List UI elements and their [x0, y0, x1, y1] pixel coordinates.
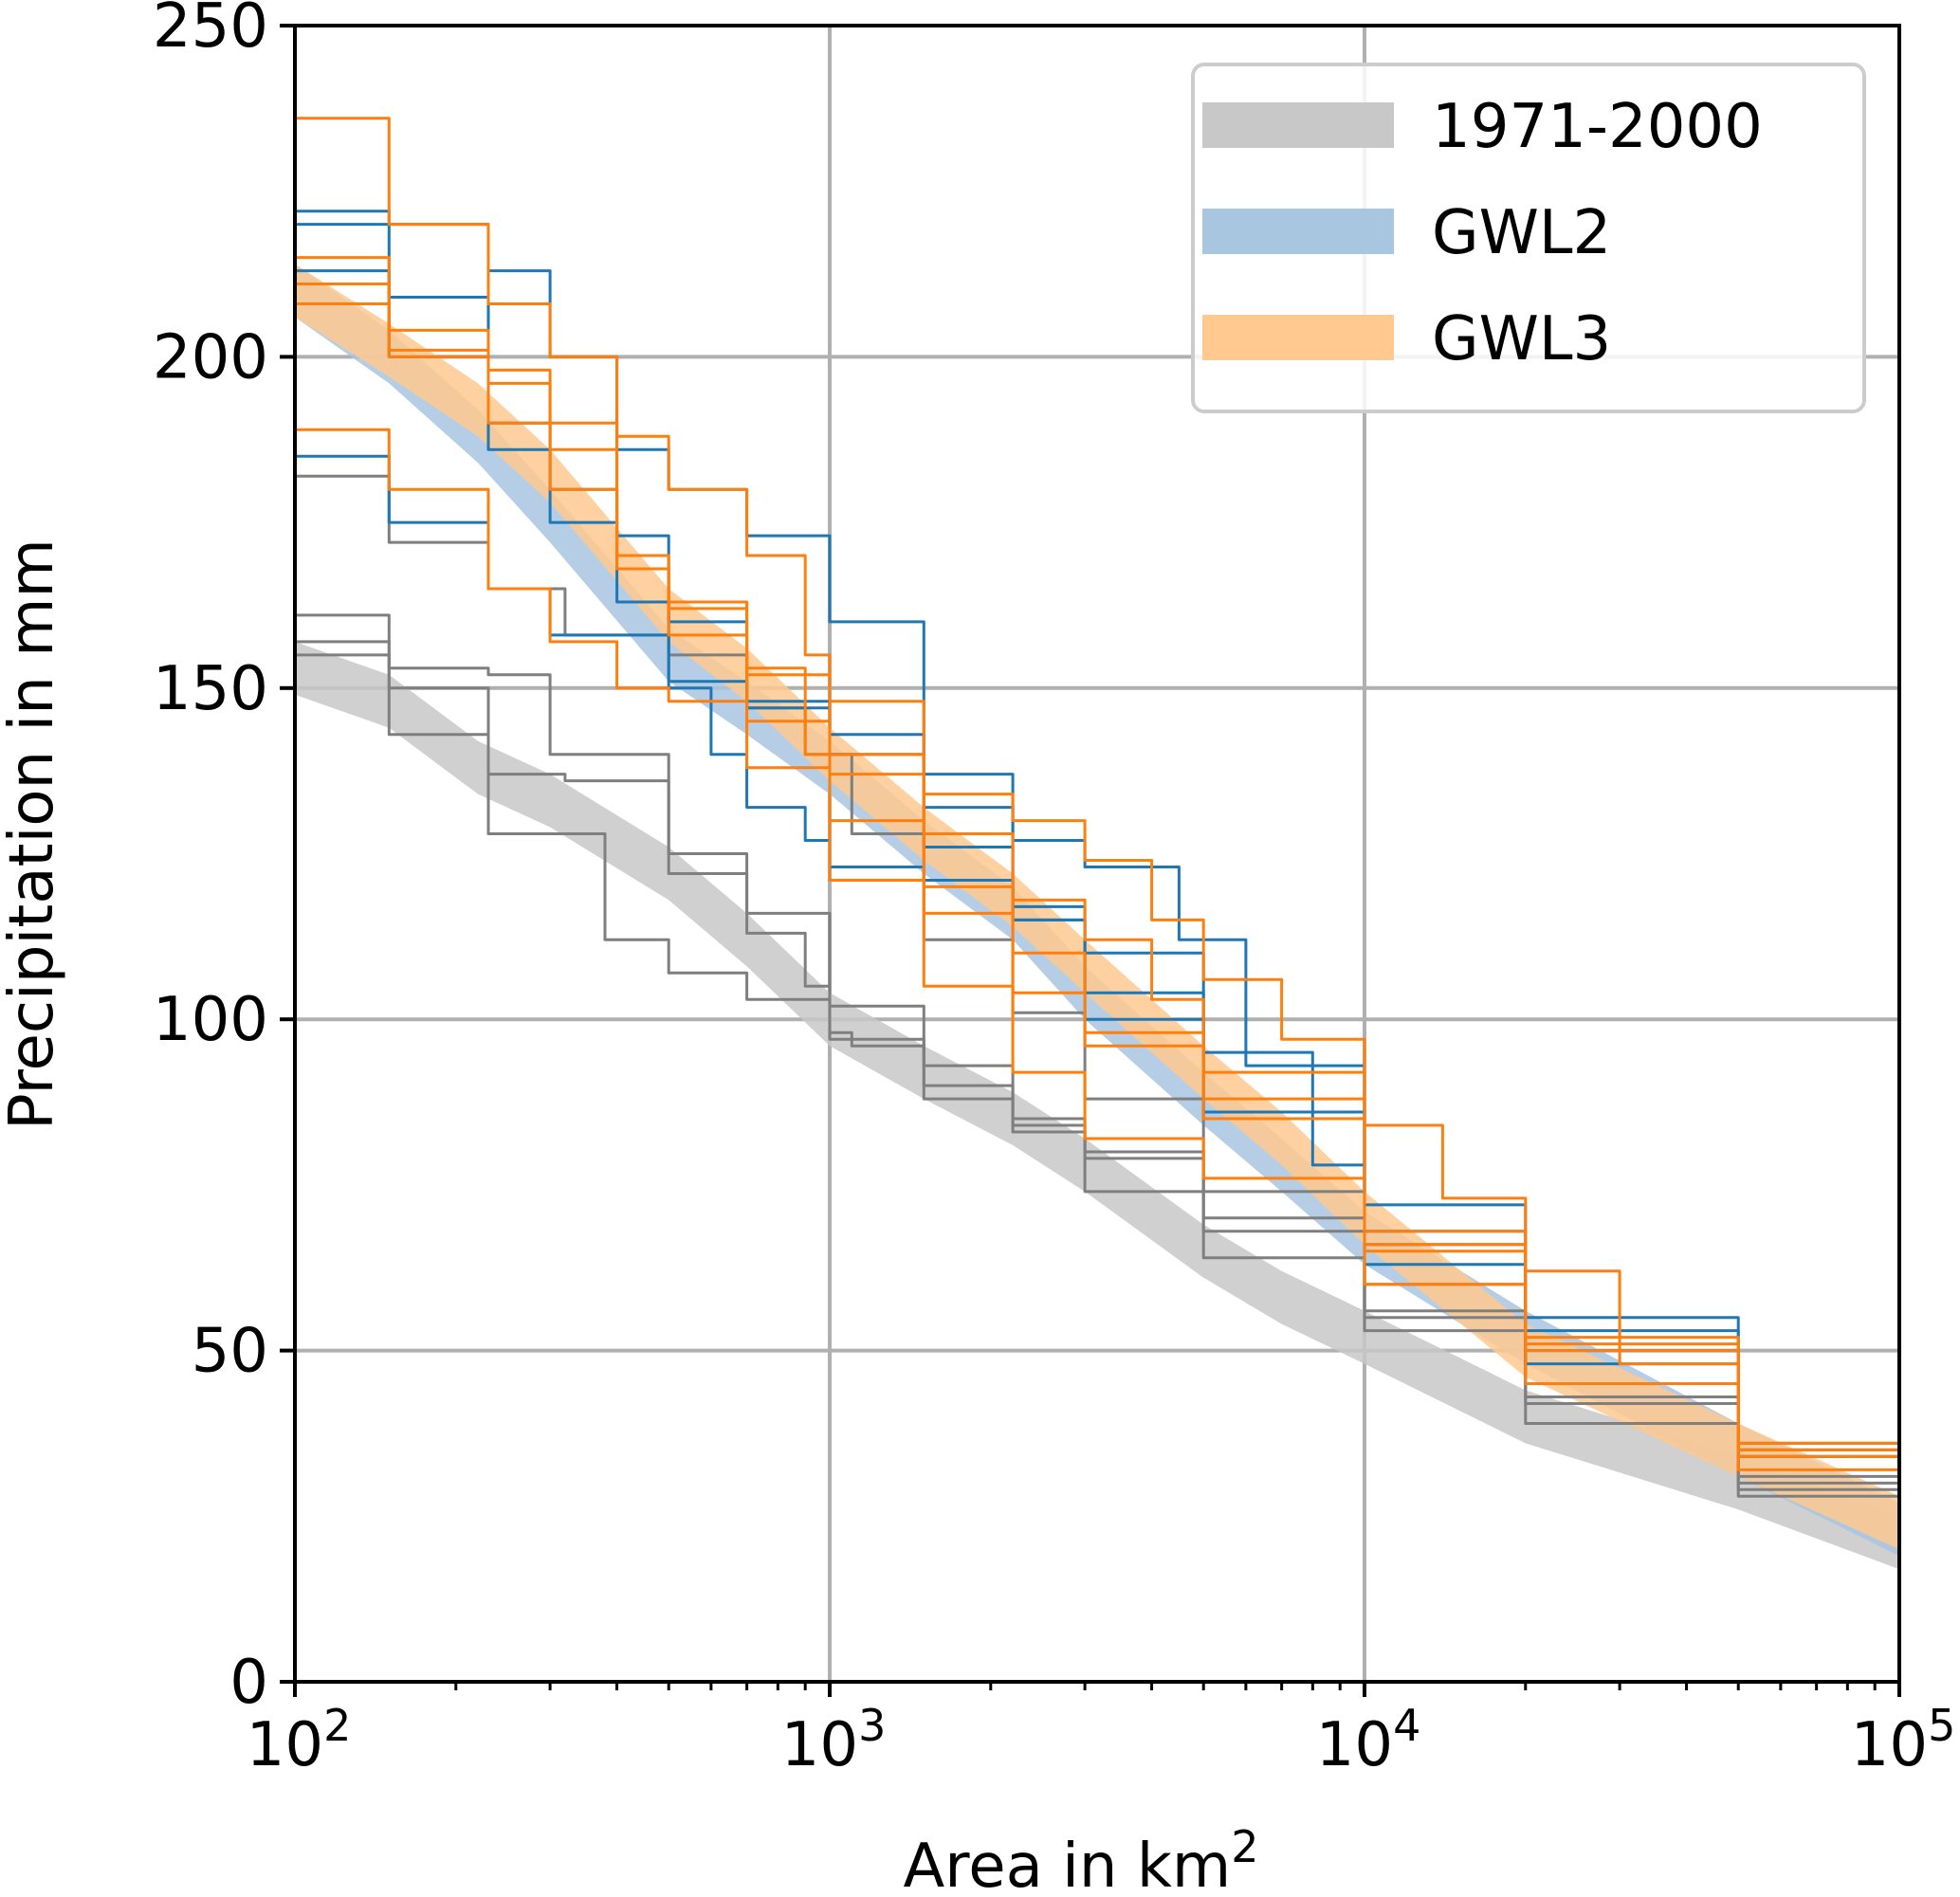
- x-tick-labels: 102 103 104 105: [247, 1700, 1956, 1780]
- series-line-2: [295, 640, 1901, 1543]
- legend-label-GWL3: GWL3: [1432, 304, 1611, 374]
- x-axis-label: Area in km2: [904, 1821, 1259, 1892]
- y-tick-label-1: 50: [192, 1317, 268, 1387]
- y-tick-labels: 0 50 100 150 200 250: [153, 0, 268, 1718]
- x-tick-label-3: 105: [1851, 1700, 1956, 1780]
- x-tick-label-2: 104: [1316, 1700, 1421, 1780]
- y-tick-label-4: 200: [153, 322, 268, 392]
- series-line-12: [295, 283, 1901, 1523]
- series-lines: [295, 117, 1901, 1550]
- y-tick-label-3: 150: [153, 654, 268, 724]
- y-tick-label-2: 100: [153, 985, 268, 1055]
- legend-label-1971-2000: 1971-2000: [1432, 92, 1763, 162]
- x-tick-label-1: 103: [781, 1700, 887, 1780]
- series-line-8: [295, 117, 1901, 1530]
- x-tick-label-0: 102: [247, 1700, 352, 1780]
- y-tick-label-0: 0: [229, 1648, 268, 1718]
- plot-frame: [293, 24, 1901, 1684]
- axis-ticks: [280, 24, 1901, 1697]
- legend-swatch-GWL3: [1202, 315, 1394, 360]
- band-GWL3: [295, 264, 1899, 1550]
- legend-label-GWL2: GWL2: [1432, 198, 1611, 268]
- legend: 1971-2000 GWL2 GWL3: [1191, 63, 1866, 413]
- y-axis-label: Precipitation in mm: [0, 538, 67, 1130]
- legend-swatch-GWL2: [1202, 209, 1394, 254]
- y-tick-label-5: 250: [153, 0, 268, 62]
- legend-swatch-1971-2000: [1202, 102, 1394, 148]
